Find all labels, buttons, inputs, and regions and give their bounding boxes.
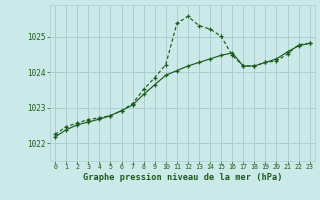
X-axis label: Graphe pression niveau de la mer (hPa): Graphe pression niveau de la mer (hPa): [83, 173, 282, 182]
